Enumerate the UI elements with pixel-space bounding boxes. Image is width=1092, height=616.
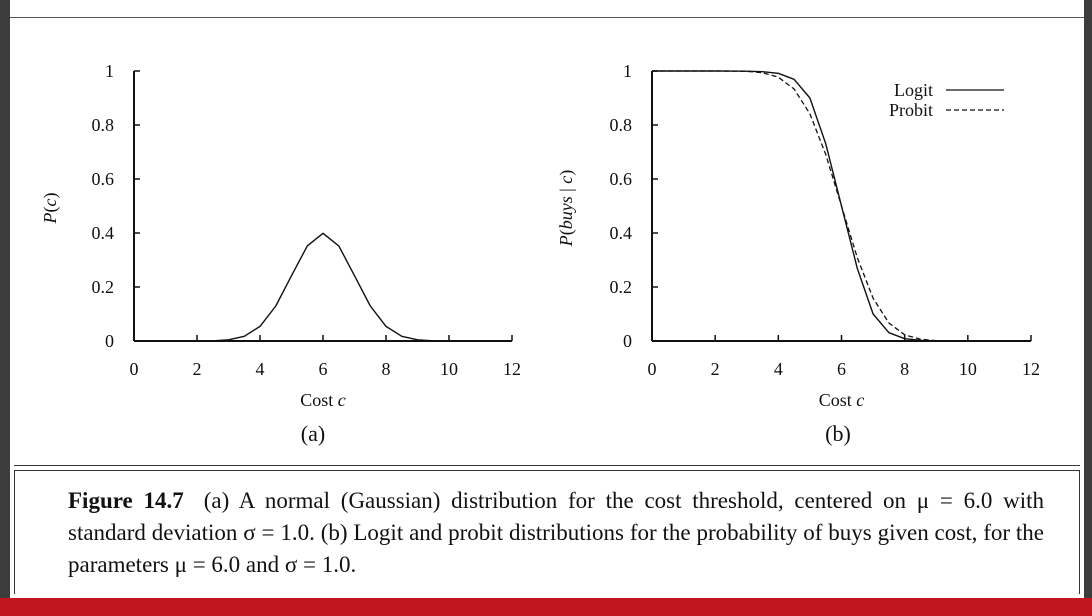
x-tick-label: 0 bbox=[130, 359, 139, 379]
x-tick-label: 4 bbox=[774, 359, 783, 379]
caption-frame-left bbox=[14, 470, 15, 594]
y-tick-label: 0 bbox=[623, 331, 632, 351]
x-axis-label: Cost c bbox=[819, 390, 865, 410]
bottom-accent-bar bbox=[0, 598, 1092, 616]
y-tick-label: 1 bbox=[105, 61, 114, 81]
x-tick-label: 10 bbox=[959, 359, 977, 379]
y-tick-label: 0.4 bbox=[610, 223, 633, 243]
y-tick-label: 0.8 bbox=[92, 115, 115, 135]
x-tick-label: 4 bbox=[256, 359, 265, 379]
caption-frame-right bbox=[1079, 470, 1080, 594]
x-tick-label: 8 bbox=[900, 359, 909, 379]
series-line-probit bbox=[652, 70, 1031, 342]
caption-separator bbox=[14, 465, 1080, 471]
y-tick-label: 0.2 bbox=[92, 277, 115, 297]
panel-b: 0 2 4 6 8 10 12 0 0.2 0.4 0.6 0.8 1 Cost c P(buys | c)… bbox=[556, 61, 1040, 446]
panel-a: 0 2 4 6 8 10 12 0 0.2 0.4 0.6 0.8 1 Cost c P(c) (a) bbox=[40, 61, 521, 446]
figure-caption: Figure 14.7 (a) A normal (Gaussian) distr… bbox=[68, 485, 1044, 581]
y-tick-label: 0.6 bbox=[610, 169, 633, 189]
panel-label: (b) bbox=[825, 421, 851, 446]
y-tick-label: 0.6 bbox=[92, 169, 115, 189]
x-tick-label: 2 bbox=[711, 359, 720, 379]
y-tick-label: 0.4 bbox=[92, 223, 115, 243]
y-tick-label: 0.8 bbox=[610, 115, 633, 135]
legend-label: Logit bbox=[894, 80, 933, 100]
x-axis-label: Cost c bbox=[300, 390, 346, 410]
x-tick-label: 6 bbox=[837, 359, 846, 379]
top-rule bbox=[10, 17, 1084, 18]
y-axis-label: P(buys | c) bbox=[556, 170, 577, 248]
figure-label: Figure 14.7 bbox=[68, 488, 184, 513]
x-tick-label: 2 bbox=[193, 359, 202, 379]
caption-text: (a) A normal (Gaussian) distribution for… bbox=[68, 488, 1044, 577]
x-tick-label: 6 bbox=[319, 359, 328, 379]
x-tick-label: 12 bbox=[1022, 359, 1040, 379]
y-tick-label: 0.2 bbox=[610, 277, 633, 297]
series-line bbox=[134, 232, 512, 342]
x-tick-label: 0 bbox=[648, 359, 657, 379]
y-axis-label: P(c) bbox=[40, 193, 61, 225]
x-tick-label: 12 bbox=[503, 359, 521, 379]
figure-page bbox=[10, 0, 1084, 598]
y-tick-label: 1 bbox=[623, 61, 632, 81]
y-tick-label: 0 bbox=[105, 331, 114, 351]
panel-label: (a) bbox=[301, 421, 325, 446]
legend-label: Probit bbox=[889, 100, 933, 120]
x-tick-label: 10 bbox=[440, 359, 458, 379]
x-tick-label: 8 bbox=[382, 359, 391, 379]
